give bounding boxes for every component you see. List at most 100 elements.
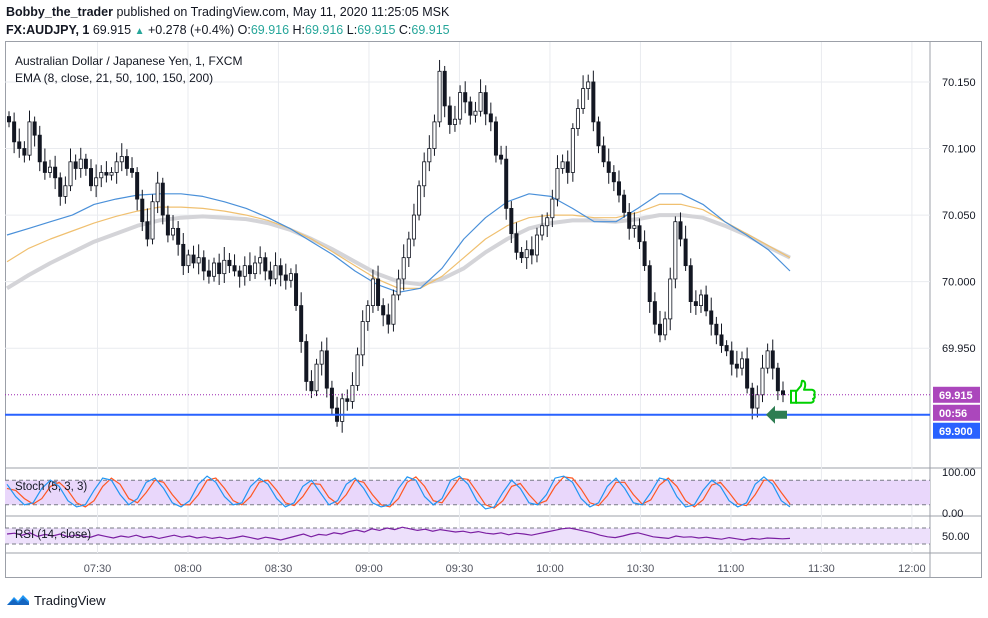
candle	[319, 341, 324, 376]
close-value: 69.915	[411, 23, 450, 37]
candle	[581, 75, 586, 114]
candle	[283, 263, 288, 290]
candle	[663, 311, 668, 341]
candle	[406, 231, 411, 267]
candle	[755, 385, 760, 418]
candle	[596, 116, 601, 154]
low-label: L:	[346, 23, 358, 37]
tradingview-logo-icon	[7, 595, 29, 605]
candle	[278, 258, 283, 287]
candle	[314, 358, 319, 397]
candle	[160, 177, 165, 225]
candle	[360, 310, 365, 367]
candle	[401, 244, 406, 291]
candle	[181, 233, 186, 275]
y-tick-label: 70.150	[942, 77, 976, 89]
y-tick-label: 70.100	[942, 144, 976, 156]
brand-name[interactable]: TradingView	[34, 592, 106, 608]
candle	[191, 245, 196, 269]
x-tick-label: 08:30	[265, 563, 293, 575]
candle	[32, 116, 37, 147]
candle	[411, 203, 416, 247]
candle	[417, 180, 422, 221]
candle	[427, 135, 432, 172]
candle	[58, 172, 63, 206]
chart-title: Australian Dollar / Japanese Yen, 1, FXC…	[15, 54, 242, 68]
candle	[765, 343, 770, 374]
candle	[432, 114, 437, 156]
candle	[591, 70, 596, 132]
stoch-k-line	[6, 475, 791, 510]
triangle-up-icon: ▲	[134, 26, 145, 37]
x-tick-label: 12:00	[898, 563, 926, 575]
candle	[499, 145, 504, 165]
candle	[42, 148, 47, 180]
candle	[601, 136, 606, 168]
candle	[760, 354, 765, 403]
rsi-legend: RSI (14, close)	[15, 529, 91, 541]
indicator-lines	[6, 475, 791, 541]
rsi-band	[5, 528, 930, 544]
candle	[386, 303, 391, 334]
candle	[355, 347, 360, 391]
candle	[575, 99, 580, 136]
x-tick-label: 11:30	[808, 563, 835, 575]
candle	[114, 152, 119, 184]
y-tick-label: 70.050	[942, 210, 976, 222]
candle	[493, 116, 498, 163]
publish-text: published on TradingView.com, May 11, 20…	[116, 5, 450, 19]
quote-line: FX:AUDJPY, 1 69.915 ▲ +0.278 (+0.4%) O:6…	[6, 22, 976, 40]
candle	[365, 300, 370, 331]
candle	[104, 161, 109, 183]
candle	[606, 148, 611, 184]
candle	[678, 212, 683, 247]
candle	[693, 290, 698, 315]
candle	[217, 253, 222, 285]
candle	[12, 112, 17, 154]
author-name[interactable]: Bobby_the_trader	[6, 5, 113, 19]
candle	[376, 265, 381, 311]
candle	[514, 222, 519, 260]
candle	[719, 323, 724, 353]
x-tick-label: 10:00	[536, 563, 564, 575]
candle	[534, 227, 539, 263]
candle	[222, 247, 227, 283]
candle	[473, 101, 478, 123]
candle	[770, 339, 775, 380]
current-price-badge: 69.915	[933, 386, 980, 403]
candle	[99, 165, 104, 188]
candle	[268, 261, 273, 287]
candle	[683, 225, 688, 271]
candle	[745, 347, 750, 394]
candle	[212, 257, 217, 282]
symbol-label: FX:AUDJPY, 1	[6, 23, 90, 37]
x-tick-label: 09:30	[446, 563, 474, 575]
candle	[124, 149, 129, 176]
x-tick-label: 07:30	[84, 563, 112, 575]
candle	[540, 214, 545, 241]
candle	[739, 351, 744, 376]
candle	[657, 310, 662, 343]
candle	[196, 244, 201, 275]
candle	[263, 252, 268, 281]
candle	[442, 65, 447, 118]
candle	[22, 141, 27, 163]
candle	[673, 216, 678, 289]
candle	[478, 79, 483, 117]
candle	[524, 240, 529, 269]
candle	[437, 59, 442, 128]
candle	[709, 297, 714, 336]
candle	[340, 393, 345, 433]
candle	[329, 380, 334, 416]
x-tick-label: 11:00	[718, 563, 745, 575]
candle	[555, 155, 560, 207]
y-tick-label: 70.000	[942, 277, 976, 289]
open-label: O:	[237, 23, 251, 37]
candle	[68, 148, 73, 192]
candle	[83, 153, 88, 176]
candle	[17, 128, 22, 158]
chart-frame[interactable]	[5, 41, 982, 578]
ema-legend: EMA (8, close, 21, 50, 100, 150, 200)	[15, 71, 213, 85]
candle	[27, 110, 32, 161]
